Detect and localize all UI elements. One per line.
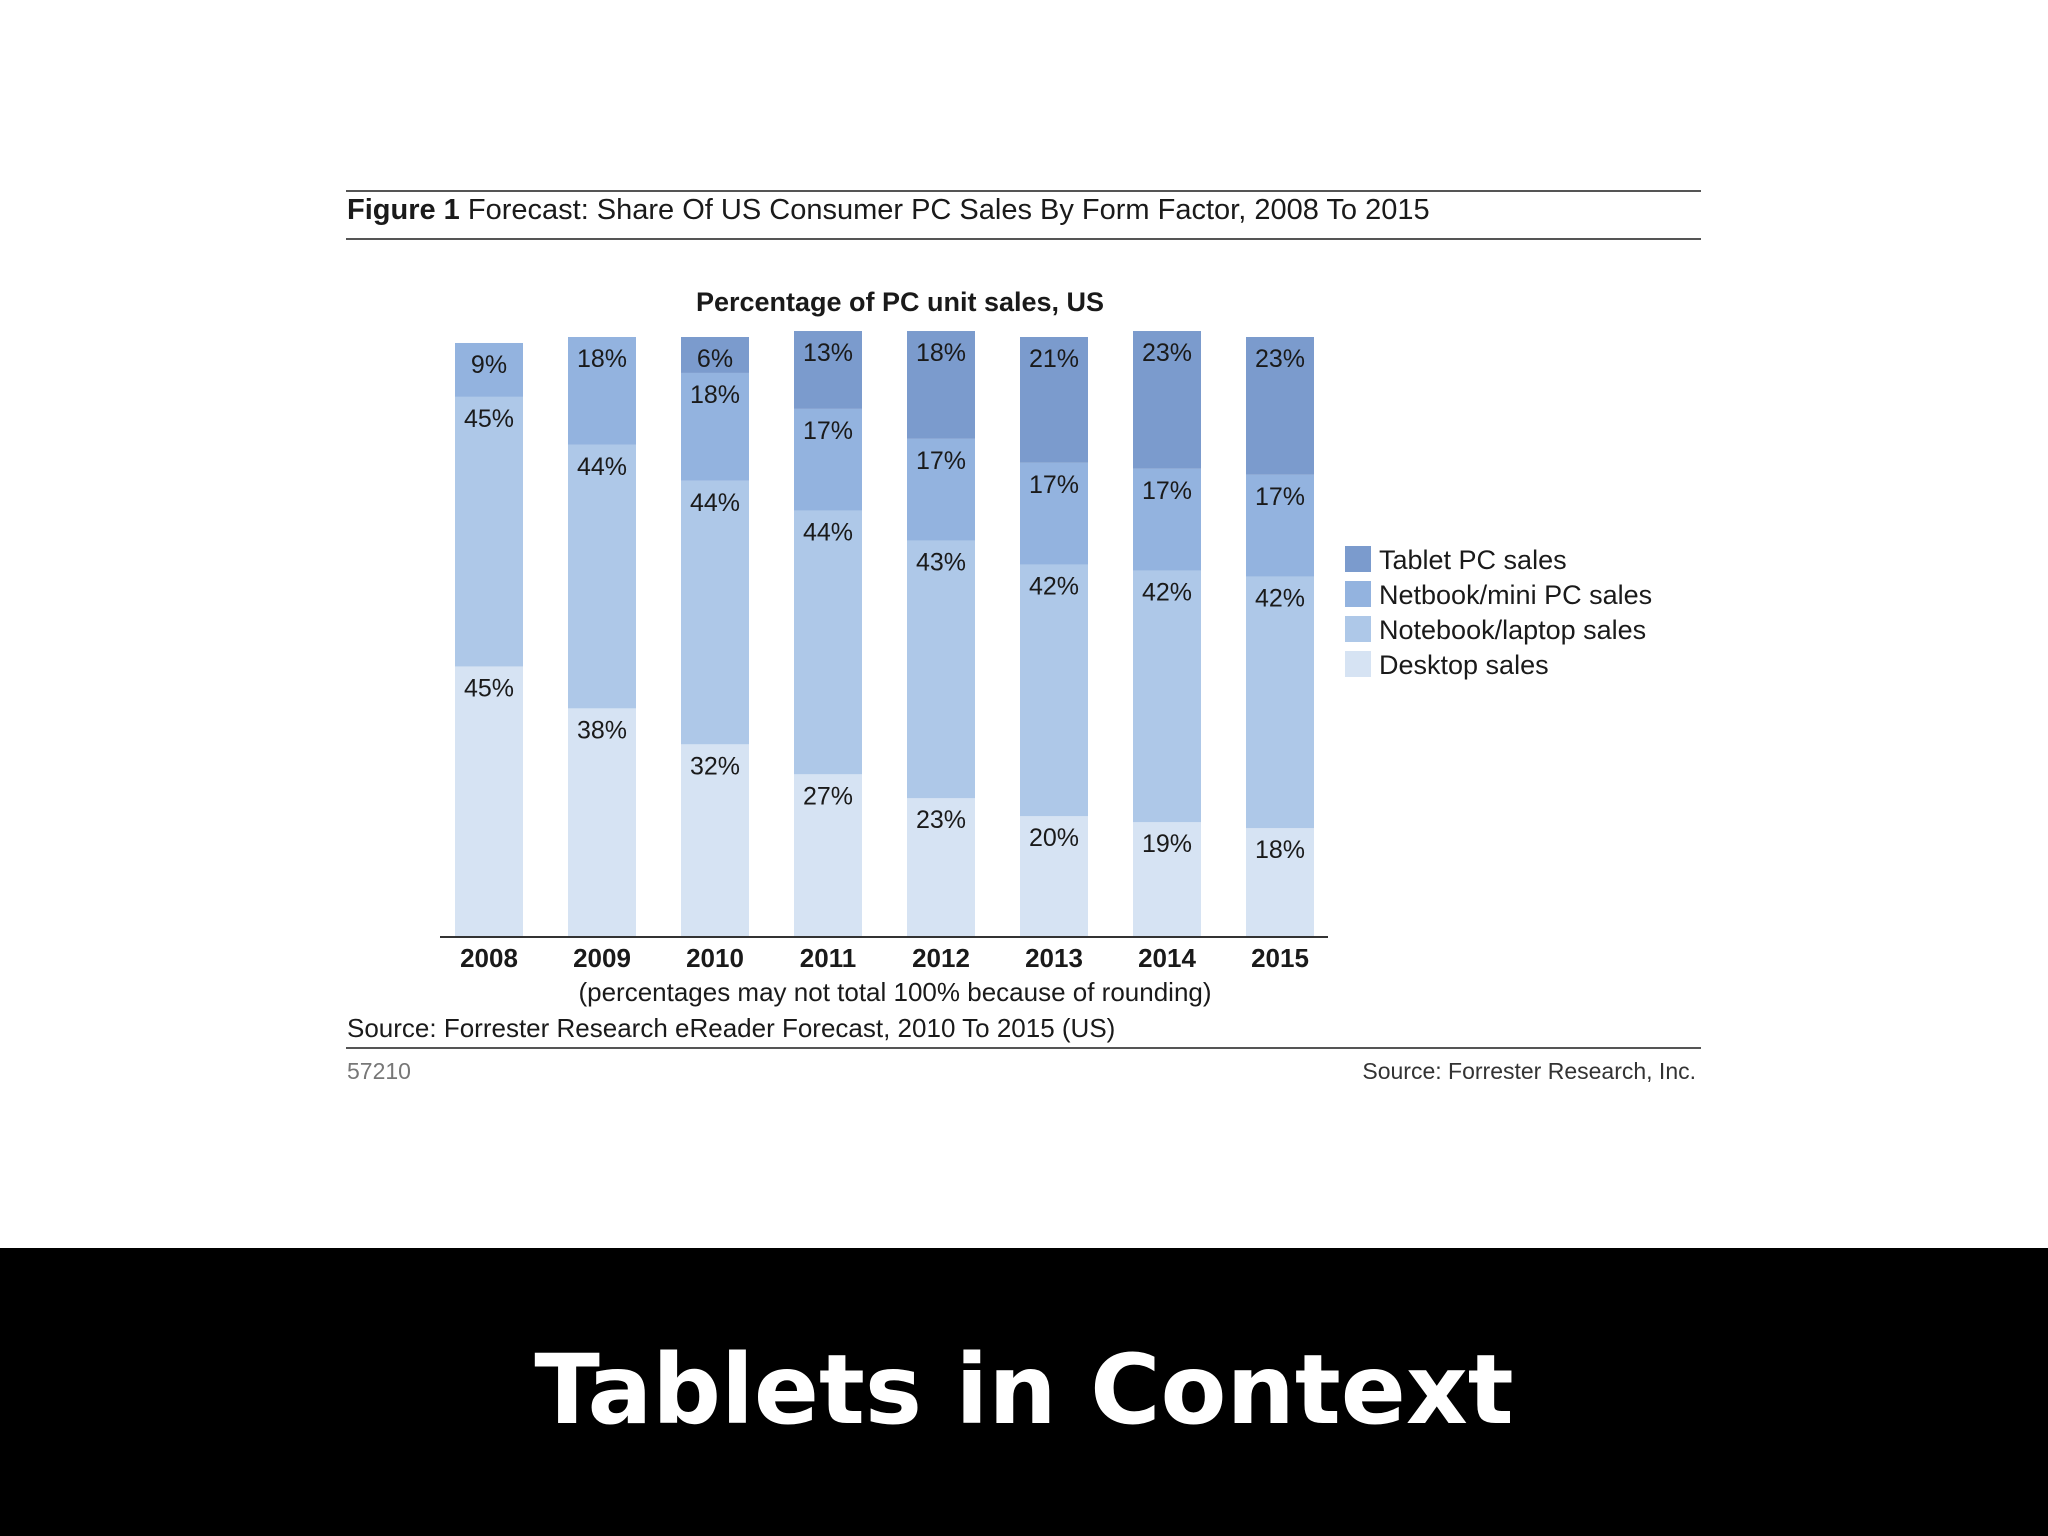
bar-segment-2012-s2 — [907, 438, 975, 541]
data-label-2009-s1: 44% — [577, 453, 627, 481]
data-label-2011-s3: 13% — [803, 339, 853, 367]
figure-title: Figure 1 Forecast: Share Of US Consumer … — [347, 194, 1430, 227]
data-label-2010-s0: 32% — [690, 752, 740, 780]
data-label-2012-s2: 17% — [916, 447, 966, 475]
legend-label-2: Netbook/mini PC sales — [1379, 580, 1652, 610]
bar-segment-2011-s0 — [794, 774, 862, 936]
x-tick-label-2015: 2015 — [1251, 943, 1309, 973]
bar-segment-2011-s1 — [794, 510, 862, 775]
bar-segment-2011-s2 — [794, 408, 862, 511]
data-label-2015-s3: 23% — [1255, 345, 1305, 373]
data-label-2012-s0: 23% — [916, 806, 966, 834]
figure-label: Figure 1 — [347, 194, 460, 226]
data-label-2014-s3: 23% — [1142, 339, 1192, 367]
bar-segment-2015-s1 — [1246, 576, 1314, 829]
bar-segment-2012-s0 — [907, 798, 975, 936]
data-label-2013-s1: 42% — [1029, 573, 1079, 601]
bar-segment-2014-s1 — [1133, 570, 1201, 823]
data-label-2009-s2: 18% — [577, 345, 627, 373]
source-credit: Source: Forrester Research, Inc. — [1362, 1058, 1696, 1084]
data-label-2012-s1: 43% — [916, 549, 966, 577]
figure-bottom-rule — [346, 1047, 1701, 1049]
legend-label-0: Desktop sales — [1379, 650, 1549, 680]
legend-swatch-0 — [1345, 651, 1371, 677]
x-tick-label-2010: 2010 — [686, 943, 744, 973]
stacked-bar-chart: Percentage of PC unit sales, US 45% 45% 9% 2… — [440, 287, 1652, 973]
x-tick-label-2012: 2012 — [912, 943, 970, 973]
bar-segment-2011-s3 — [794, 331, 862, 409]
x-tick-label-2009: 2009 — [573, 943, 631, 973]
bar-segment-2014-s0 — [1133, 822, 1201, 936]
data-label-2013-s0: 20% — [1029, 824, 1079, 852]
bar-segment-2013-s1 — [1020, 564, 1088, 817]
data-label-2015-s2: 17% — [1255, 483, 1305, 511]
bar-segment-2015-s3 — [1246, 337, 1314, 475]
bar-segment-2008-s2 — [455, 342, 523, 397]
legend-swatch-1 — [1345, 616, 1371, 642]
bar-segment-2014-s3 — [1133, 331, 1201, 469]
legend-swatch-2 — [1345, 581, 1371, 607]
bar-segment-2012-s3 — [907, 331, 975, 439]
rounding-note: (percentages may not total 100% because … — [578, 977, 1212, 1007]
data-label-2011-s0: 27% — [803, 782, 853, 810]
caption-band — [0, 1248, 2048, 1536]
bar-segment-2010-s3 — [681, 337, 749, 373]
data-label-2011-s2: 17% — [803, 417, 853, 445]
data-label-2014-s1: 42% — [1142, 579, 1192, 607]
bar-segment-2010-s0 — [681, 744, 749, 936]
bar-segment-2008-s1 — [455, 396, 523, 667]
x-tick-label-2011: 2011 — [800, 943, 856, 973]
bar-segment-2015-s0 — [1246, 828, 1314, 936]
data-label-2014-s2: 17% — [1142, 477, 1192, 505]
data-label-2012-s3: 18% — [916, 339, 966, 367]
bar-segment-2009-s2 — [568, 337, 636, 445]
data-label-2013-s3: 21% — [1029, 345, 1079, 373]
figure-title-text: Forecast: Share Of US Consumer PC Sales … — [467, 194, 1430, 226]
legend-label-3: Tablet PC sales — [1379, 545, 1567, 575]
data-label-2015-s1: 42% — [1255, 585, 1305, 613]
data-label-2010-s2: 18% — [690, 381, 740, 409]
bar-segment-2015-s2 — [1246, 474, 1314, 577]
data-label-2008-s1: 45% — [464, 405, 514, 433]
bar-segment-2009-s1 — [568, 444, 636, 709]
data-label-2013-s2: 17% — [1029, 471, 1079, 499]
data-label-2015-s0: 18% — [1255, 836, 1305, 864]
bar-segment-2012-s1 — [907, 540, 975, 799]
figure-id: 57210 — [347, 1058, 411, 1084]
data-label-2011-s1: 44% — [803, 519, 853, 547]
bar-segment-2008-s0 — [455, 666, 523, 936]
data-label-2010-s1: 44% — [690, 489, 740, 517]
data-label-2010-s3: 6% — [697, 345, 733, 373]
figure-top-rule — [346, 190, 1701, 192]
bar-segment-2013-s0 — [1020, 816, 1088, 936]
bar-segment-2014-s2 — [1133, 468, 1201, 571]
data-label-2008-s0: 45% — [464, 674, 514, 702]
data-source-line: Source: Forrester Research eReader Forec… — [347, 1013, 1116, 1043]
data-label-2008-s2: 9% — [471, 351, 507, 379]
data-label-2009-s0: 38% — [577, 716, 627, 744]
bar-segment-2013-s3 — [1020, 337, 1088, 463]
legend-swatch-3 — [1345, 546, 1371, 572]
chart-title: Percentage of PC unit sales, US — [696, 287, 1104, 317]
bar-segment-2010-s1 — [681, 480, 749, 745]
bar-segment-2010-s2 — [681, 372, 749, 481]
legend-label-1: Notebook/laptop sales — [1379, 615, 1646, 645]
slide-caption: Tablets in Context — [534, 1334, 1514, 1446]
x-tick-label-2014: 2014 — [1138, 943, 1196, 973]
data-label-2014-s0: 19% — [1142, 830, 1192, 858]
x-tick-label-2008: 2008 — [460, 943, 518, 973]
figure-title-rule — [346, 238, 1701, 240]
bar-segment-2013-s2 — [1020, 462, 1088, 565]
x-tick-label-2013: 2013 — [1025, 943, 1083, 973]
bar-segment-2009-s0 — [568, 708, 636, 936]
